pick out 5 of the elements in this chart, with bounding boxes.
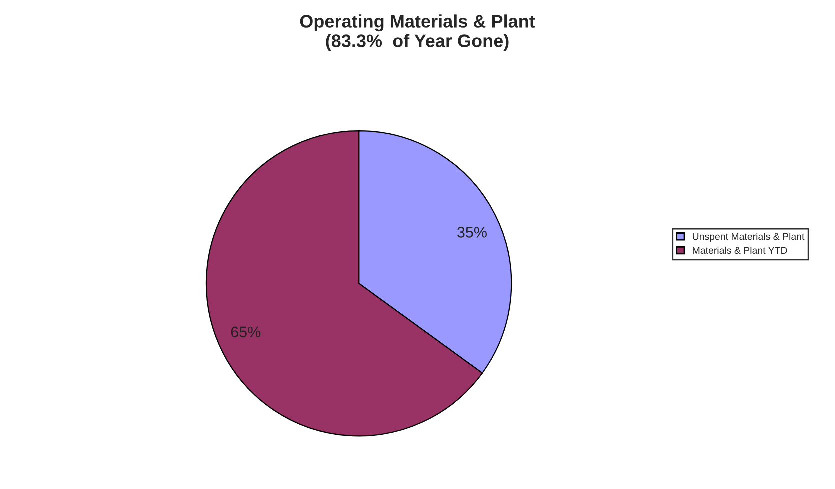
data-label: 35% [458, 227, 487, 238]
legend-label: Materials & Plant YTD [693, 246, 788, 254]
data-label: 65% [231, 326, 261, 338]
legend-label: Unspent Materials & Plant [693, 233, 805, 242]
chart-title: Operating Materials & Plant (83.3% of Year Gone) [300, 14, 536, 52]
